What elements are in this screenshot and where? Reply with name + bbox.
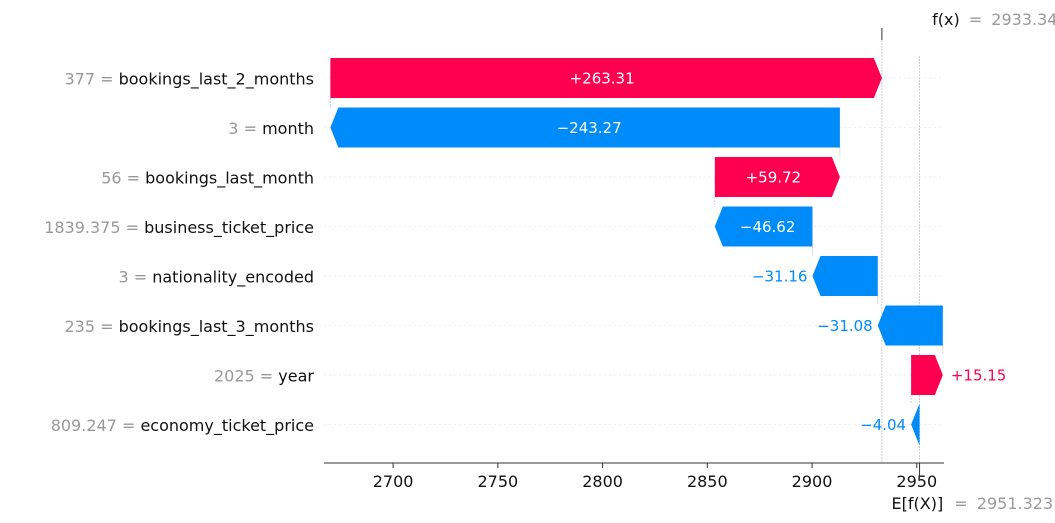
output-label: f(x) [932,10,960,29]
x-tick-label-2850: 2850 [687,472,728,491]
feature-name: bookings_last_3_months [119,317,314,337]
x-tick-label-2800: 2800 [582,472,623,491]
bar-label-bookings_last_2_months: +263.31 [570,70,635,88]
feature-label-economy_ticket_price: 809.247 = economy_ticket_price [51,416,314,436]
x-tick-label-2700: 2700 [373,472,414,491]
bar-economy_ticket_price [911,404,920,445]
feature-label-month: 3 = month [228,119,314,138]
feature-value: 3 = [228,119,262,138]
bar-label-business_ticket_price: −46.62 [740,218,796,236]
bar-label-year: +15.15 [951,367,1007,385]
feature-value: 377 = [64,69,118,88]
base-equals: = [954,494,967,513]
feature-labels: 377 = bookings_last_2_months 3 = month 56 … [44,69,314,436]
feature-name: business_ticket_price [144,218,314,238]
feature-label-year: 2025 = year [214,366,314,385]
base-value: 2951.323 [977,494,1053,513]
feature-name: bookings_last_month [145,168,314,188]
reference-lines [330,28,944,463]
x-tick-label-2750: 2750 [477,472,518,491]
bar-business_ticket_price [714,206,813,247]
feature-value: 1839.375 = [44,218,144,237]
bar-year [911,355,943,395]
bar-month [330,107,840,148]
annotations: f(x) = 2933.344 E[f(X)] = 2951.323 [892,10,1055,513]
x-axis: 2700 2750 2800 2850 2900 2950 [324,462,944,491]
bar-label-month: −243.27 [557,119,622,137]
output-equals: = [969,10,982,29]
feature-name: year [278,366,314,385]
feature-name: nationality_encoded [152,267,314,287]
feature-name: economy_ticket_price [140,416,314,436]
x-tick-label-2900: 2900 [792,472,833,491]
base-label: E[f(X)] [892,494,944,513]
feature-label-bookings_last_3_months: 235 = bookings_last_3_months [64,317,314,337]
base-value-annotation: E[f(X)] = 2951.323 [892,494,1054,513]
feature-label-nationality_encoded: 3 = nationality_encoded [118,267,314,287]
feature-label-business_ticket_price: 1839.375 = business_ticket_price [44,218,314,238]
bar-bookings_last_month [714,157,840,197]
bar-label-bookings_last_3_months: −31.08 [817,317,873,335]
output-value: 2933.344 [991,10,1055,29]
feature-label-bookings_last_2_months: 377 = bookings_last_2_months [64,69,314,89]
bars: +263.31 −243.27 +59.72 −46.62 −31.16 −31.08 +1… [330,58,1006,445]
bar-bookings_last_2_months [330,58,882,98]
feature-value: 809.247 = [51,416,141,435]
feature-value: 235 = [64,317,118,336]
bar-bookings_last_3_months [877,305,943,346]
x-tick-label-2950: 2950 [896,472,937,491]
bar-label-economy_ticket_price: −4.04 [860,416,906,434]
feature-value: 56 = [101,168,145,187]
feature-name: bookings_last_2_months [119,69,314,89]
feature-label-bookings_last_month: 56 = bookings_last_month [101,168,314,188]
bar-nationality_encoded [812,256,878,296]
feature-value: 3 = [118,267,152,286]
bar-label-nationality_encoded: −31.16 [752,268,808,286]
bar-label-bookings_last_month: +59.72 [746,169,802,187]
output-value-annotation: f(x) = 2933.344 [932,10,1055,29]
feature-value: 2025 = [214,366,278,385]
feature-name: month [262,119,314,138]
